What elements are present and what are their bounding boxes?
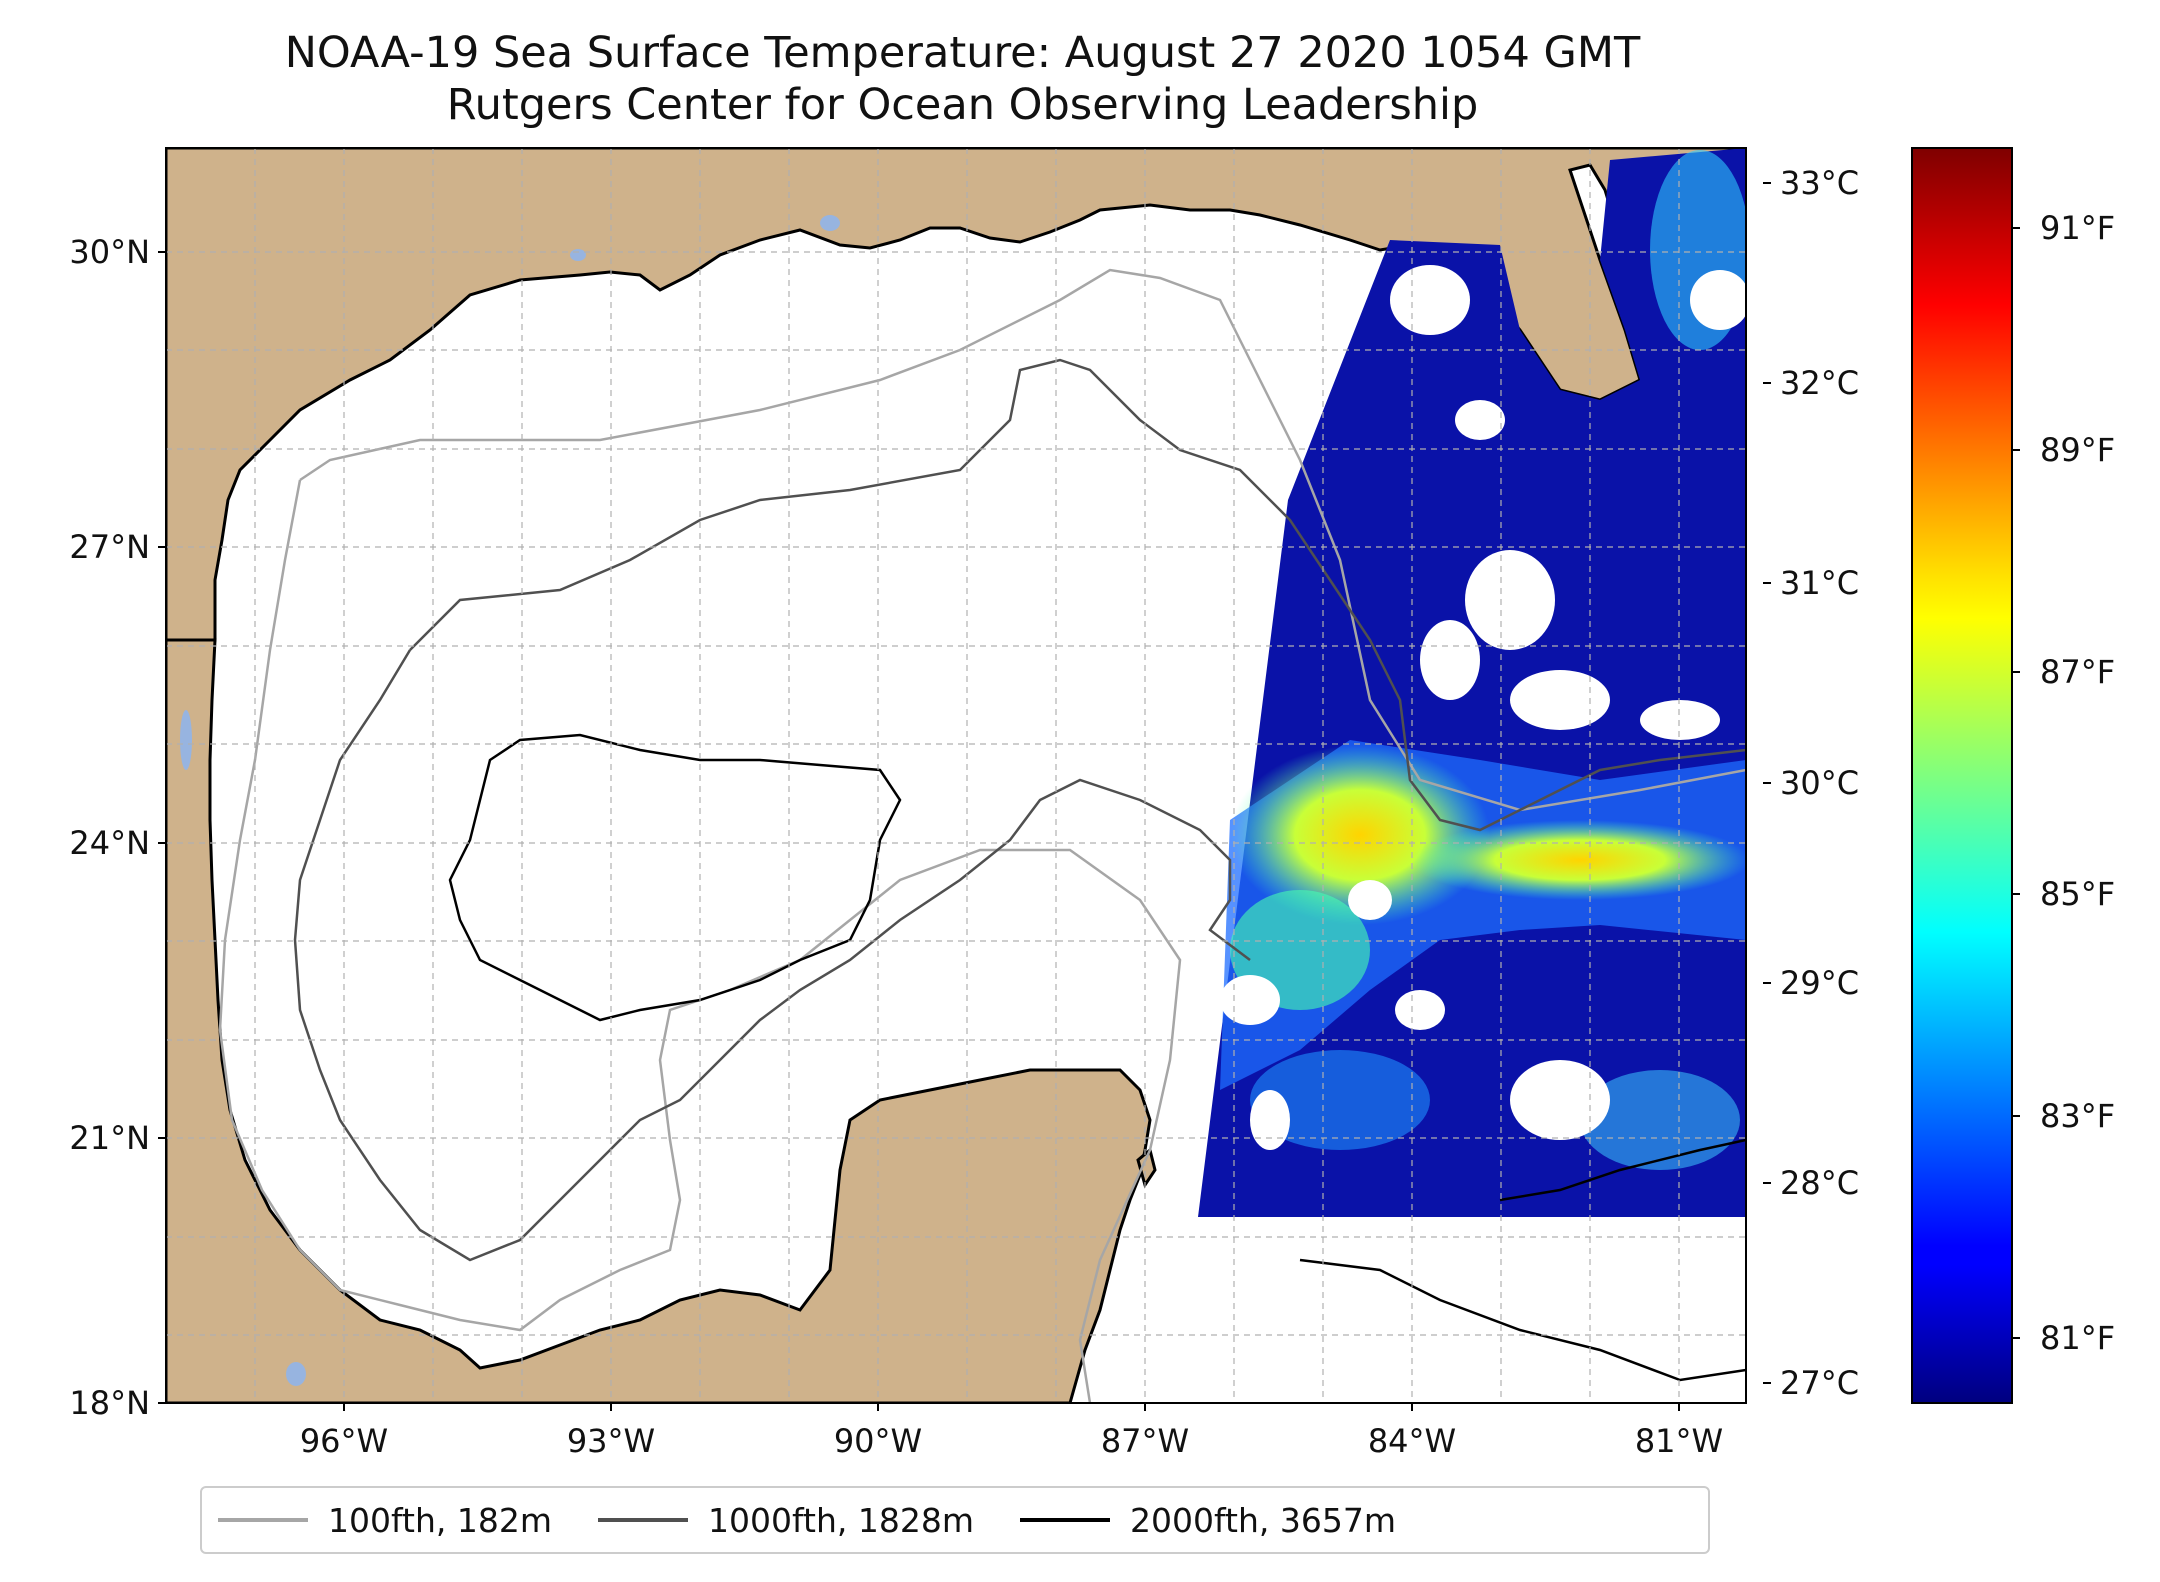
fahrenheit-label-81: 81°F bbox=[2040, 1319, 2115, 1357]
fahrenheit-label-87: 87°F bbox=[2040, 653, 2115, 691]
gridlines bbox=[166, 148, 1746, 1403]
lat-label-24n: 24°N bbox=[69, 824, 150, 862]
contour-1000fth bbox=[293, 358, 1746, 1262]
legend-swatch-100fth bbox=[218, 1518, 308, 1522]
map-subtitle: Rutgers Center for Ocean Observing Leade… bbox=[446, 80, 1479, 130]
mexico-land bbox=[166, 638, 1152, 1403]
celsius-label-28: 28°C bbox=[1780, 1164, 1859, 1202]
lat-label-27n: 27°N bbox=[69, 528, 150, 566]
lat-ticks bbox=[158, 251, 166, 1404]
lat-label-30n: 30°N bbox=[69, 233, 150, 271]
fahrenheit-label-89: 89°F bbox=[2040, 431, 2115, 469]
celsius-label-31: 31°C bbox=[1780, 564, 1859, 602]
celsius-label-27: 27°C bbox=[1780, 1364, 1859, 1402]
legend-item-1000fth: 1000fth, 1828m bbox=[598, 1501, 974, 1540]
legend-swatch-2000fth bbox=[1019, 1518, 1110, 1522]
legend-swatch-1000fth bbox=[598, 1518, 688, 1522]
celsius-label-30: 30°C bbox=[1780, 764, 1859, 802]
contour-legend: 100fth, 182m 1000fth, 1828m 2000fth, 365… bbox=[200, 1486, 1710, 1554]
us-gulf-coast-land bbox=[166, 148, 1746, 642]
lon-label-93w: 93°W bbox=[567, 1422, 655, 1460]
fahrenheit-label-91: 91°F bbox=[2040, 209, 2115, 247]
lat-label-18n: 18°N bbox=[69, 1384, 150, 1422]
celsius-ticks bbox=[1763, 182, 1771, 1384]
legend-label-100fth: 100fth, 182m bbox=[328, 1500, 552, 1540]
fahrenheit-label-83: 83°F bbox=[2040, 1097, 2115, 1135]
legend-label-1000fth: 1000fth, 1828m bbox=[708, 1500, 974, 1540]
legend-item-2000fth: 2000fth, 3657m bbox=[1019, 1500, 1396, 1540]
island-land bbox=[1136, 1147, 1157, 1189]
contour-100fth bbox=[218, 268, 1746, 1403]
lon-label-84w: 84°W bbox=[1368, 1422, 1456, 1460]
legend-item-100fth: 100fth, 182m bbox=[218, 1501, 552, 1540]
contour-2000fth bbox=[448, 733, 1746, 1382]
map-area bbox=[166, 148, 1746, 1403]
celsius-label-32: 32°C bbox=[1780, 364, 1859, 402]
lon-ticks bbox=[343, 1403, 1680, 1411]
map-title: NOAA-19 Sea Surface Temperature: August … bbox=[284, 28, 1641, 78]
lon-label-96w: 96°W bbox=[300, 1422, 388, 1460]
lon-label-81w: 81°W bbox=[1635, 1422, 1723, 1460]
colorbar bbox=[1911, 147, 2013, 1404]
map-frame bbox=[165, 147, 1747, 1404]
lat-label-21n: 21°N bbox=[69, 1119, 150, 1157]
celsius-label-29: 29°C bbox=[1780, 964, 1859, 1002]
fahrenheit-label-85: 85°F bbox=[2040, 875, 2115, 913]
legend-label-2000fth: 2000fth, 3657m bbox=[1129, 1500, 1396, 1540]
fahrenheit-ticks bbox=[2012, 227, 2020, 1339]
lon-label-90w: 90°W bbox=[834, 1422, 922, 1460]
lon-label-87w: 87°W bbox=[1101, 1422, 1189, 1460]
sst-swath bbox=[1198, 148, 1746, 1217]
celsius-label-33: 33°C bbox=[1780, 164, 1859, 202]
